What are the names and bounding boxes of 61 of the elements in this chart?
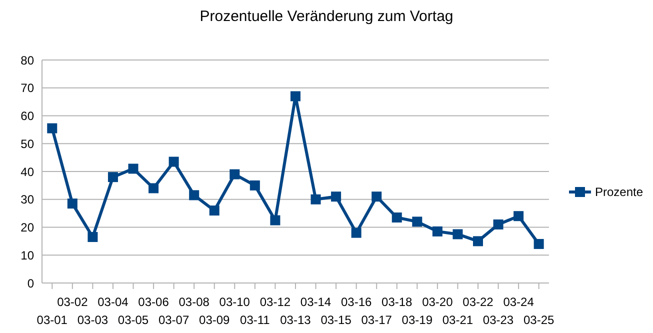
x-tick-label: 03-18 — [382, 294, 413, 309]
point — [493, 219, 504, 230]
y-tick-label: 0 — [27, 276, 34, 290]
y-tick-label: 10 — [20, 248, 34, 262]
x-tick-label: 03-17 — [361, 312, 392, 327]
x-tick-label: 03-20 — [422, 294, 454, 309]
x-tick-label: 03-03 — [77, 312, 108, 327]
y-tick-label: 50 — [20, 136, 34, 151]
x-tick-label: 03-19 — [402, 312, 433, 327]
x-tick-label: 03-16 — [340, 294, 372, 309]
point — [534, 238, 544, 249]
x-tick-label: 03-21 — [442, 312, 474, 327]
point — [148, 183, 159, 194]
x-tick-label: 03-24 — [503, 294, 534, 309]
x-tick-label: 03-13 — [280, 312, 312, 327]
x-tick-label: 03-12 — [260, 294, 291, 309]
x-tick-label: 03-08 — [178, 294, 210, 309]
x-tick-label: 03-15 — [320, 312, 352, 327]
x-tick-label: 03-06 — [138, 294, 170, 309]
point — [432, 226, 442, 236]
x-tick-label: 03-07 — [158, 312, 190, 327]
point — [514, 211, 524, 222]
y-tick-label: 20 — [20, 220, 34, 235]
point — [331, 192, 342, 202]
point — [230, 169, 240, 180]
x-tick-label: 03-14 — [300, 294, 332, 309]
x-tick-label: 03-01 — [36, 312, 68, 327]
x-tick-label: 03-04 — [98, 294, 129, 309]
point — [270, 215, 280, 226]
x-tick-label: 03-02 — [57, 294, 88, 309]
x-tick-label: 03-22 — [462, 294, 494, 309]
point — [209, 206, 220, 216]
x-tick-label: 03-09 — [199, 312, 230, 327]
y-tick-label: 60 — [20, 109, 34, 124]
point — [189, 190, 200, 200]
point — [88, 232, 98, 242]
chart-title: Prozentuelle Veränderung zum Vortag — [198, 8, 454, 25]
y-tick-label: 40 — [20, 164, 34, 179]
y-tick-label: 30 — [20, 192, 34, 207]
point — [392, 212, 402, 222]
x-tick-label: 03-10 — [219, 294, 250, 309]
x-tick-label: 03-05 — [118, 312, 149, 327]
point — [128, 164, 138, 174]
point — [67, 198, 78, 209]
point — [351, 228, 362, 238]
y-tick-label: 70 — [20, 81, 34, 96]
point — [47, 123, 58, 134]
legend-label: Prozente — [594, 184, 643, 198]
point — [310, 194, 321, 204]
point — [412, 216, 422, 227]
x-tick-label: 03-11 — [240, 312, 270, 327]
x-tick-label: 03-23 — [482, 312, 514, 327]
y-tick-label: 80 — [20, 53, 34, 68]
x-tick-label: 03-25 — [523, 312, 554, 327]
point — [290, 91, 300, 102]
point — [472, 236, 483, 246]
point — [452, 229, 463, 240]
point — [168, 156, 179, 167]
point — [108, 172, 118, 182]
point — [372, 192, 382, 202]
point — [250, 180, 260, 190]
